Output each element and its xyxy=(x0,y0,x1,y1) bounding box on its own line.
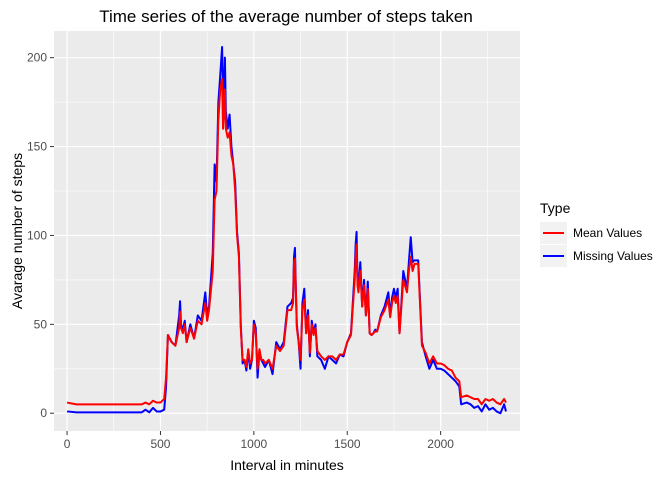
x-axis-title: Interval in minutes xyxy=(230,457,344,473)
x-tick-label: 0 xyxy=(64,437,71,451)
x-tick-label: 2000 xyxy=(427,437,454,451)
x-tick-label: 500 xyxy=(150,437,170,451)
y-tick-label: 150 xyxy=(27,140,47,154)
series-layer xyxy=(66,46,507,415)
y-tick-label: 50 xyxy=(34,317,48,331)
x-tick-label: 1000 xyxy=(240,437,267,451)
axis-ticks: 0 500 1000 1500 2000 0 50 100 150 200 xyxy=(27,51,454,451)
series-line-mean-values xyxy=(66,78,507,406)
y-tick-label: 0 xyxy=(40,406,47,420)
legend-label: Mean Values xyxy=(573,226,642,240)
plot-panel xyxy=(54,31,520,431)
chart-title: Time series of the average number of ste… xyxy=(99,7,473,26)
legend-title: Type xyxy=(540,200,571,216)
legend-item-missing-values: Missing Values xyxy=(540,245,653,267)
x-tick-label: 1500 xyxy=(334,437,361,451)
y-tick-label: 200 xyxy=(27,51,47,65)
y-tick-label: 100 xyxy=(27,228,47,242)
legend-label: Missing Values xyxy=(573,249,653,263)
legend: Type Mean Values Missing Values xyxy=(540,200,653,267)
minor-gridlines xyxy=(54,31,520,431)
legend-item-mean-values: Mean Values xyxy=(540,222,642,244)
y-axis-title: Avarage number of steps xyxy=(9,153,25,309)
